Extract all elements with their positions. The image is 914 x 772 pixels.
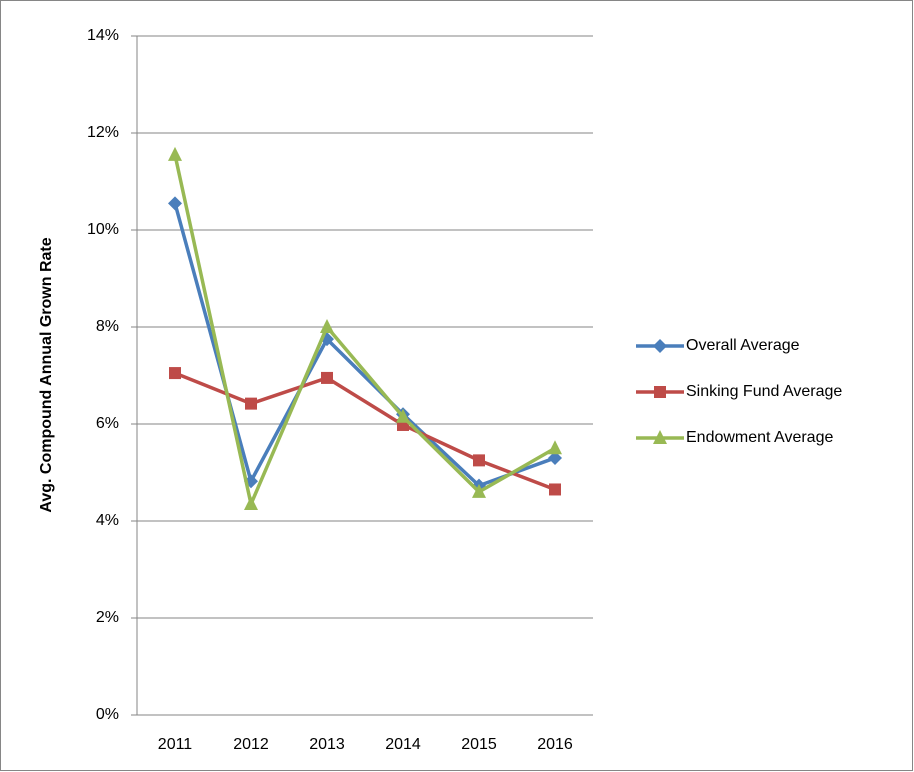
x-tick-label: 2012: [233, 736, 269, 753]
series-line: [173, 202, 556, 488]
marker-triangle: [396, 408, 410, 423]
marker-triangle: [244, 496, 258, 511]
y-tick-label: 10%: [87, 221, 119, 238]
legend-label: Overall Average: [686, 337, 800, 354]
marker-square: [549, 483, 561, 496]
x-tick-label: 2011: [158, 736, 193, 753]
y-tick-label: 14%: [87, 27, 119, 44]
marker-triangle: [653, 430, 667, 444]
series-line: [174, 371, 556, 492]
marker-square: [321, 371, 333, 384]
y-tick-label: 0%: [96, 706, 119, 723]
x-tick-label: 2014: [385, 736, 421, 753]
legend-label: Sinking Fund Average: [686, 383, 842, 400]
x-tick-label: 2016: [537, 736, 573, 753]
marker-square: [654, 386, 666, 398]
y-tick-label: 8%: [96, 318, 119, 335]
marker-triangle: [472, 483, 486, 498]
x-tick-label: 2013: [309, 736, 345, 753]
y-tick-label: 12%: [87, 124, 119, 141]
marker-square: [473, 454, 485, 467]
y-tick-label: 2%: [96, 609, 119, 626]
y-tick-label: 4%: [96, 512, 119, 529]
series-line: [173, 154, 556, 506]
marker-diamond: [548, 450, 562, 465]
marker-square: [169, 367, 181, 380]
y-axis-label: Avg. Compound Annual Grown Rate: [38, 237, 55, 512]
legend-label: Endowment Average: [686, 429, 833, 446]
x-tick-label: 2015: [461, 736, 497, 753]
marker-square: [245, 397, 257, 410]
y-tick-label: 6%: [96, 415, 119, 432]
marker-triangle: [548, 440, 562, 455]
marker-triangle: [168, 146, 182, 161]
marker-triangle: [320, 319, 334, 333]
marker-diamond: [168, 196, 182, 211]
marker-diamond: [653, 339, 667, 353]
